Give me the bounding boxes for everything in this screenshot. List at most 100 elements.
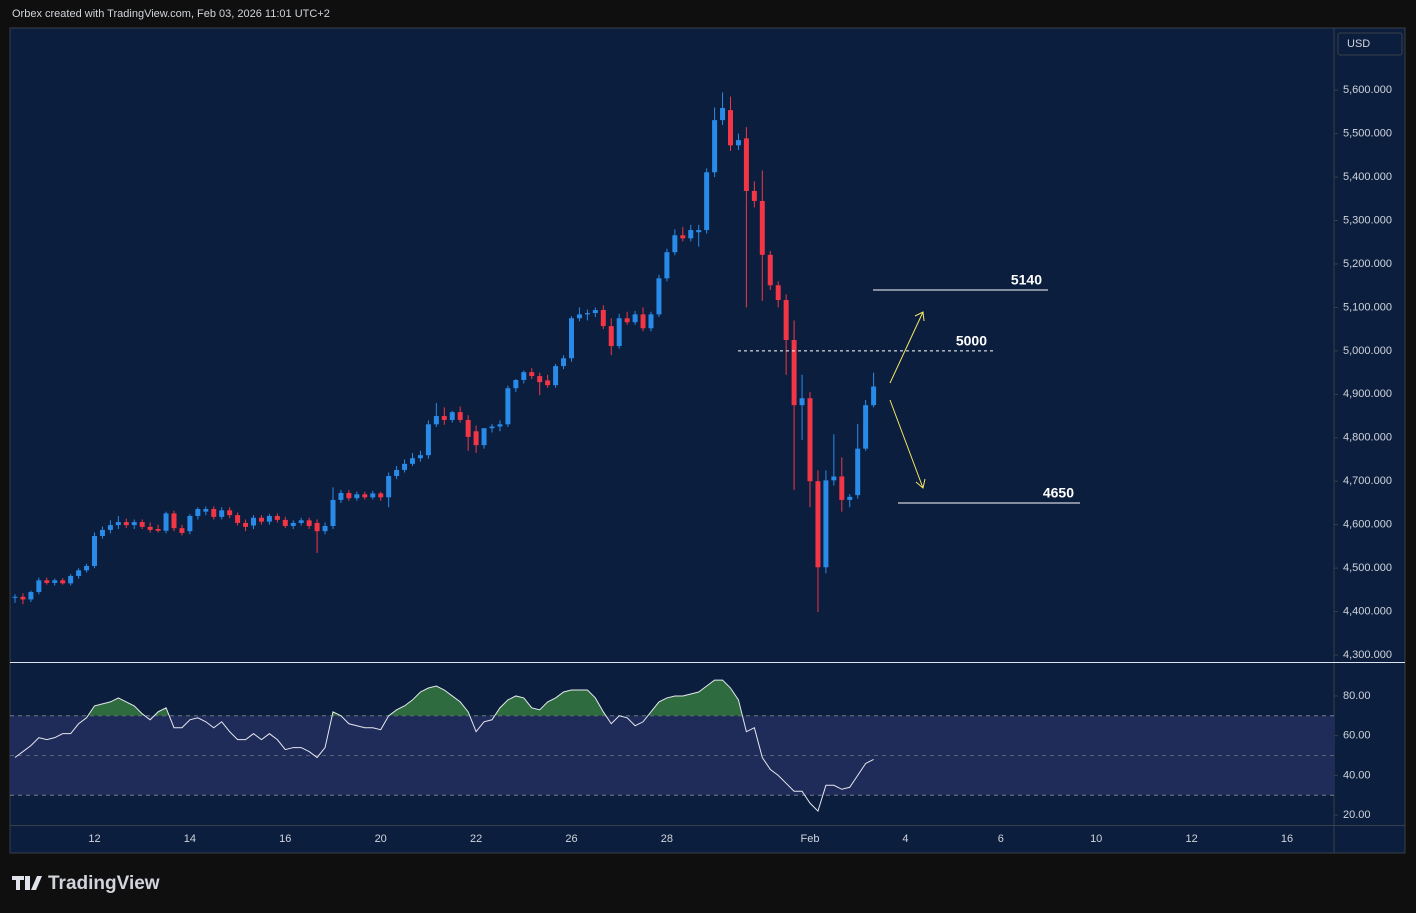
candle-body bbox=[584, 313, 590, 315]
x-tick-label: 16 bbox=[279, 833, 291, 845]
candle-body bbox=[704, 172, 710, 231]
candle-body bbox=[831, 476, 837, 481]
candle-body bbox=[481, 428, 487, 446]
candle-body bbox=[107, 525, 113, 530]
x-tick-label: 20 bbox=[375, 833, 387, 845]
candle-body bbox=[410, 458, 415, 464]
y-tick-label: 5,400.000 bbox=[1343, 171, 1392, 183]
candle-body bbox=[871, 386, 877, 406]
candle-body bbox=[179, 528, 185, 533]
candle-body bbox=[664, 252, 670, 279]
rsi-band bbox=[10, 715, 1334, 796]
candle-body bbox=[767, 254, 773, 286]
y-tick-label: 4,300.000 bbox=[1343, 649, 1392, 661]
candle-body bbox=[314, 522, 320, 532]
candle-body bbox=[163, 513, 169, 531]
candle-body bbox=[537, 376, 543, 383]
candle-body bbox=[728, 110, 733, 146]
currency-box bbox=[1337, 32, 1403, 56]
x-tick-label: 16 bbox=[1281, 833, 1293, 845]
y-tick-label: 40.00 bbox=[1343, 769, 1371, 781]
header: Orbex created with TradingView.com, Feb … bbox=[12, 8, 330, 20]
candle-body bbox=[274, 515, 280, 520]
candle-body bbox=[600, 310, 606, 327]
y-tick-label: 5,600.000 bbox=[1343, 84, 1392, 96]
candle-body bbox=[576, 314, 582, 319]
candle-body bbox=[92, 535, 97, 566]
candle-body bbox=[680, 235, 686, 239]
candle-body bbox=[608, 326, 614, 347]
y-tick-label: 5,100.000 bbox=[1343, 301, 1392, 313]
arrow-up bbox=[889, 311, 925, 384]
candle-body bbox=[195, 509, 201, 516]
level-label: 5000 bbox=[956, 333, 987, 349]
candle-body bbox=[640, 314, 646, 329]
candle-body bbox=[521, 372, 527, 380]
candle-body bbox=[139, 522, 145, 527]
x-tick-label: 28 bbox=[661, 833, 673, 845]
brand: TradingView bbox=[48, 873, 160, 894]
y-tick-label: 20.00 bbox=[1343, 809, 1371, 821]
candle-body bbox=[592, 310, 598, 314]
candle-body bbox=[99, 529, 105, 536]
candle-body bbox=[84, 565, 90, 571]
candle-body bbox=[807, 398, 813, 482]
candle-body bbox=[147, 526, 153, 530]
candle-body bbox=[346, 492, 352, 499]
candle-body bbox=[171, 513, 177, 529]
candle-body bbox=[569, 318, 574, 359]
candle-body bbox=[791, 340, 797, 406]
x-tick-label: 10 bbox=[1090, 833, 1102, 845]
candle-body bbox=[52, 580, 58, 583]
candle-body bbox=[131, 522, 137, 526]
y-tick-label: 60.00 bbox=[1343, 730, 1371, 742]
candle-body bbox=[60, 580, 66, 584]
y-tick-label: 4,700.000 bbox=[1343, 475, 1392, 487]
candle-body bbox=[322, 525, 328, 532]
candle-body bbox=[735, 140, 741, 146]
candle-body bbox=[394, 469, 400, 477]
candle-body bbox=[688, 230, 694, 239]
arrow-down bbox=[889, 399, 926, 489]
candle-body bbox=[672, 235, 678, 253]
candle-body bbox=[20, 596, 26, 600]
y-tick-label: 4,500.000 bbox=[1343, 562, 1392, 574]
candle-body bbox=[775, 285, 781, 301]
candle-body bbox=[12, 596, 18, 598]
candle-body bbox=[243, 522, 249, 527]
currency: USD bbox=[1347, 38, 1370, 50]
candle-body bbox=[624, 318, 630, 323]
candle-body bbox=[847, 496, 853, 500]
y-tick-label: 5,300.000 bbox=[1343, 214, 1392, 226]
candle-body bbox=[219, 510, 225, 517]
candle-body bbox=[338, 492, 344, 500]
x-tick-label: 22 bbox=[470, 833, 482, 845]
candle-body bbox=[545, 380, 551, 386]
candle-body bbox=[759, 200, 765, 255]
y-tick-label: 4,600.000 bbox=[1343, 519, 1392, 531]
candle-body bbox=[497, 424, 503, 427]
rsi-line bbox=[14, 679, 874, 813]
candle-body bbox=[370, 493, 376, 498]
level-label: 4650 bbox=[1043, 485, 1074, 501]
candle-body bbox=[251, 517, 256, 526]
candle-body bbox=[656, 278, 662, 315]
candle-body bbox=[211, 509, 217, 517]
candle-body bbox=[258, 517, 264, 522]
x-tick-label: 12 bbox=[88, 833, 100, 845]
y-tick-label: 4,800.000 bbox=[1343, 432, 1392, 444]
candle-body bbox=[815, 481, 821, 568]
candle-body bbox=[441, 416, 447, 420]
candle-body bbox=[123, 522, 129, 526]
candle-body bbox=[115, 522, 121, 526]
candle-body bbox=[648, 314, 654, 329]
candle-body bbox=[417, 455, 423, 459]
candle-body bbox=[457, 412, 463, 420]
candle-body bbox=[720, 107, 726, 121]
candle-body bbox=[290, 522, 296, 526]
candle-body bbox=[425, 424, 431, 456]
x-tick-label: 14 bbox=[184, 833, 196, 845]
candle-body bbox=[44, 580, 50, 583]
candle-body bbox=[155, 529, 161, 531]
candle-body bbox=[513, 379, 519, 389]
